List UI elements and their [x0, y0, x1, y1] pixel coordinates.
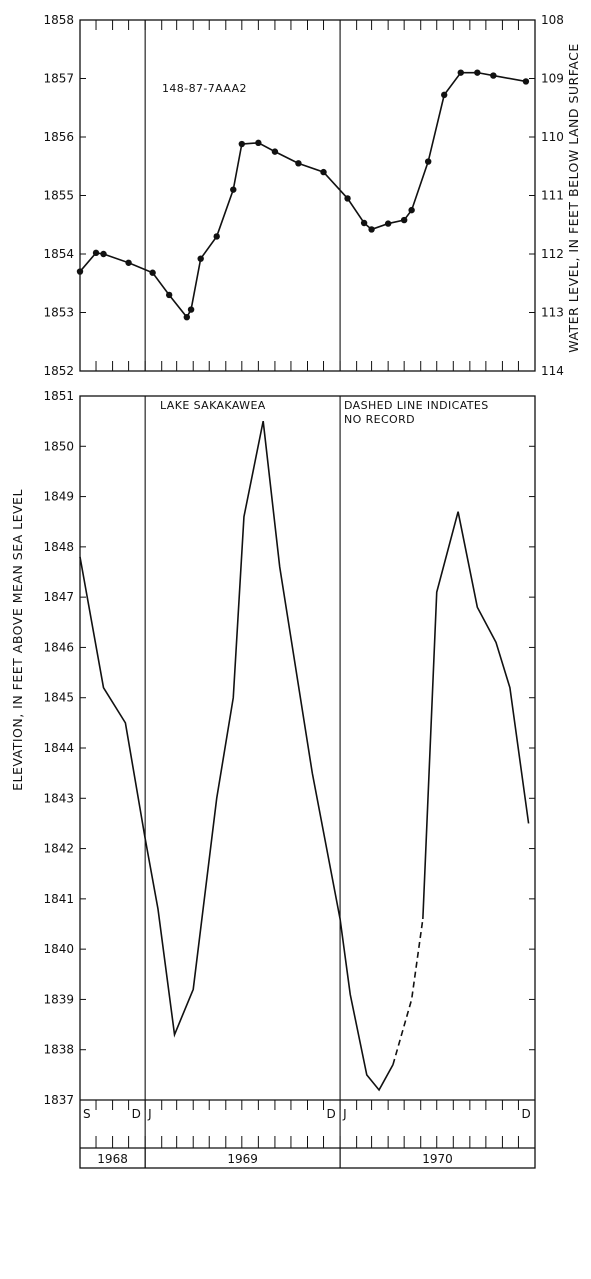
well-data-point	[197, 255, 204, 262]
well-data-point	[522, 78, 530, 85]
year-label: 1970	[422, 1152, 453, 1166]
well-data-point	[295, 160, 302, 167]
left-tick-label: 1843	[43, 791, 74, 805]
well-data-point	[490, 72, 497, 79]
right-tick-label: 114	[541, 364, 564, 378]
left-tick-label: 1844	[43, 741, 74, 755]
well-data-point	[165, 291, 173, 299]
dashed-line-note: DASHED LINE INDICATES	[344, 399, 489, 412]
right-tick-label: 113	[541, 306, 564, 320]
left-tick-label: 1845	[43, 691, 74, 705]
well-data-point	[457, 69, 464, 76]
well-data-point	[230, 186, 237, 193]
lake-plot-frame	[79, 395, 536, 1169]
year-label: 1969	[227, 1152, 258, 1166]
left-tick-label: 1858	[43, 13, 74, 27]
left-tick-label: 1848	[43, 540, 74, 554]
well-data-point	[183, 313, 191, 321]
well-id-label: 148-87-7AAA2	[162, 82, 247, 95]
left-tick-label: 1847	[43, 590, 74, 604]
lake-level-no-record-line	[392, 918, 424, 1066]
left-tick-label: 1850	[43, 439, 74, 453]
month-label: J	[147, 1107, 152, 1121]
well-data-point	[187, 306, 195, 313]
well-data-point	[384, 220, 392, 227]
well-data-point	[344, 195, 351, 202]
well-data-point	[92, 249, 100, 257]
left-tick-label: 1856	[43, 130, 74, 144]
month-label: D	[521, 1107, 530, 1121]
axis-ticks	[79, 19, 536, 1148]
left-tick-label: 1840	[43, 942, 74, 956]
dashed-line-note: NO RECORD	[344, 413, 415, 426]
well-data-point	[271, 148, 279, 155]
well-data-point	[100, 250, 107, 258]
axis-text: ELEVATION, IN FEET ABOVE MEAN SEA LEVEL …	[10, 13, 581, 1166]
left-axis-title: ELEVATION, IN FEET ABOVE MEAN SEA LEVEL	[10, 489, 25, 791]
well-data-point	[441, 91, 448, 99]
month-label: D	[327, 1107, 336, 1121]
well-data-point	[400, 216, 408, 224]
well-data-point	[238, 140, 246, 148]
month-label: S	[83, 1107, 91, 1121]
well-data-point	[408, 206, 415, 214]
right-tick-label: 112	[541, 247, 564, 261]
left-tick-label: 1849	[43, 490, 74, 504]
well-data-point	[125, 259, 132, 266]
well-data-point	[149, 269, 156, 276]
year-label: 1968	[97, 1152, 128, 1166]
right-axis-title: WATER LEVEL, IN FEET BELOW LAND SURFACE	[566, 43, 581, 352]
plot-frames	[79, 19, 536, 1169]
left-tick-label: 1852	[43, 364, 74, 378]
left-tick-label: 1842	[43, 842, 74, 856]
well-data-point	[76, 268, 84, 275]
well-data-point	[320, 168, 327, 176]
left-tick-label: 1841	[43, 892, 74, 906]
left-tick-label: 1854	[43, 247, 74, 261]
month-label: D	[132, 1107, 141, 1121]
well-data-point	[255, 139, 262, 147]
right-tick-label: 109	[541, 72, 564, 86]
well-data-point	[368, 226, 375, 233]
well-data-point	[474, 69, 481, 76]
lake-level-line	[79, 420, 394, 1092]
right-tick-label: 108	[541, 13, 564, 27]
well-data-point	[360, 219, 368, 227]
left-tick-label: 1846	[43, 640, 74, 654]
right-tick-label: 111	[541, 189, 564, 203]
well-data-point	[213, 233, 220, 240]
lake-level-line	[422, 511, 530, 920]
left-tick-label: 1851	[43, 389, 74, 403]
left-tick-label: 1857	[43, 72, 74, 86]
left-tick-label: 1837	[43, 1093, 74, 1107]
well-data-point	[424, 158, 432, 165]
month-label: J	[342, 1107, 347, 1121]
well-water-level-line	[79, 71, 527, 319]
left-tick-label: 1838	[43, 1043, 74, 1057]
left-tick-label: 1839	[43, 992, 74, 1006]
lake-label: LAKE SAKAKAWEA	[160, 399, 266, 412]
left-tick-label: 1853	[43, 306, 74, 320]
right-tick-label: 110	[541, 130, 564, 144]
data-lines	[76, 69, 530, 1092]
left-tick-label: 1855	[43, 189, 74, 203]
